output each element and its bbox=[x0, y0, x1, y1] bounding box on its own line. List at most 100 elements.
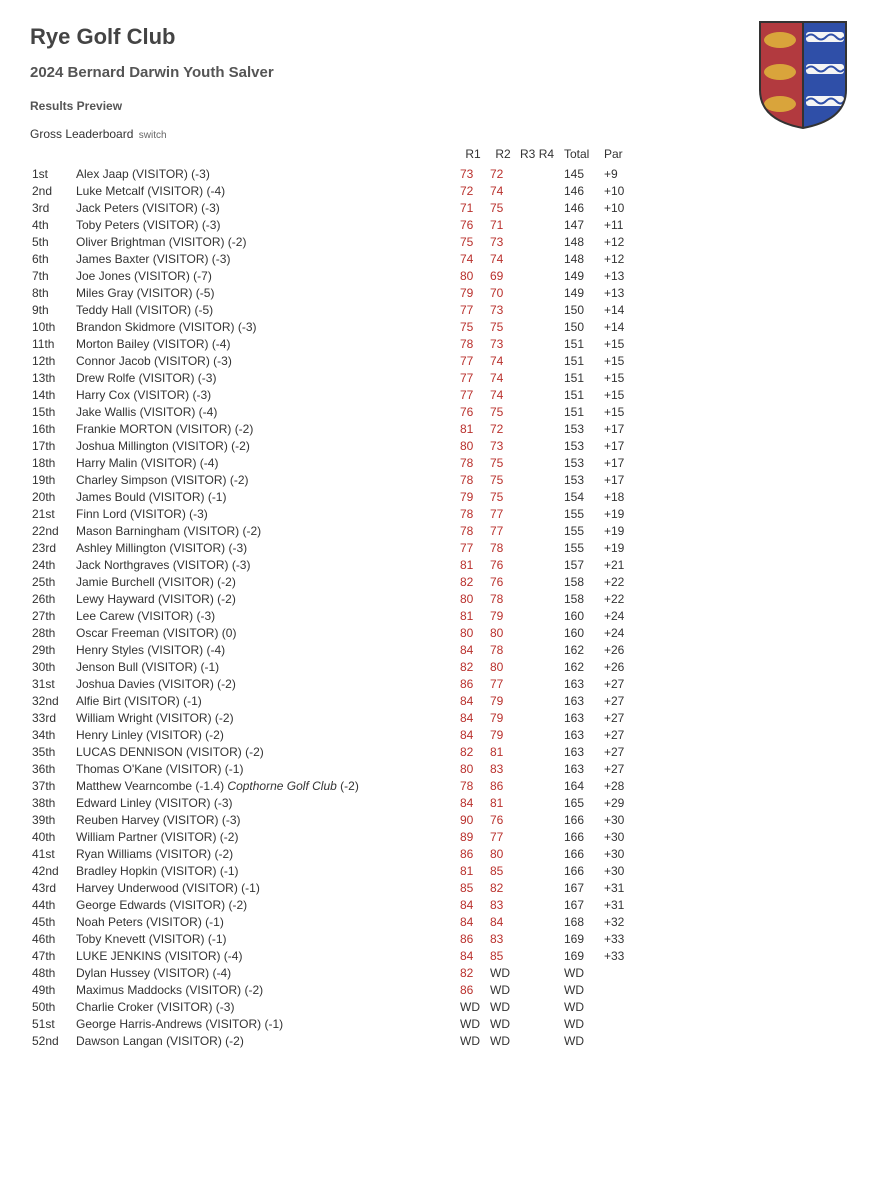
position: 34th bbox=[30, 726, 74, 743]
player-name[interactable]: Lewy Hayward (VISITOR) (-2) bbox=[74, 590, 458, 607]
table-row: 51stGeorge Harris-Andrews (VISITOR) (-1)… bbox=[30, 1015, 642, 1032]
par-score: +26 bbox=[602, 641, 642, 658]
player-name[interactable]: Reuben Harvey (VISITOR) (-3) bbox=[74, 811, 458, 828]
player-name[interactable]: William Wright (VISITOR) (-2) bbox=[74, 709, 458, 726]
player-name[interactable]: Jenson Bull (VISITOR) (-1) bbox=[74, 658, 458, 675]
round-score: 80 bbox=[488, 845, 518, 862]
round-3-4 bbox=[518, 233, 562, 250]
round-score: 76 bbox=[488, 811, 518, 828]
player-name[interactable]: Joshua Millington (VISITOR) (-2) bbox=[74, 437, 458, 454]
player-name[interactable]: Brandon Skidmore (VISITOR) (-3) bbox=[74, 318, 458, 335]
player-name[interactable]: Finn Lord (VISITOR) (-3) bbox=[74, 505, 458, 522]
lion-icon bbox=[764, 32, 796, 112]
player-name[interactable]: Oliver Brightman (VISITOR) (-2) bbox=[74, 233, 458, 250]
player-name[interactable]: Jack Northgraves (VISITOR) (-3) bbox=[74, 556, 458, 573]
total-score: 166 bbox=[562, 811, 602, 828]
round-score: 77 bbox=[458, 301, 488, 318]
player-name[interactable]: Luke Metcalf (VISITOR) (-4) bbox=[74, 182, 458, 199]
player-name[interactable]: Noah Peters (VISITOR) (-1) bbox=[74, 913, 458, 930]
par-score: +9 bbox=[602, 165, 642, 182]
player-name[interactable]: Alfie Birt (VISITOR) (-1) bbox=[74, 692, 458, 709]
round-3-4 bbox=[518, 1015, 562, 1032]
par-score: +28 bbox=[602, 777, 642, 794]
player-name[interactable]: Henry Linley (VISITOR) (-2) bbox=[74, 726, 458, 743]
switch-link[interactable]: switch bbox=[139, 130, 167, 141]
round-3-4 bbox=[518, 658, 562, 675]
total-score: 151 bbox=[562, 335, 602, 352]
player-name[interactable]: Jamie Burchell (VISITOR) (-2) bbox=[74, 573, 458, 590]
player-name[interactable]: James Baxter (VISITOR) (-3) bbox=[74, 250, 458, 267]
total-score: 157 bbox=[562, 556, 602, 573]
round-score: WD bbox=[488, 981, 518, 998]
player-name[interactable]: Harry Cox (VISITOR) (-3) bbox=[74, 386, 458, 403]
player-name[interactable]: LUCAS DENNISON (VISITOR) (-2) bbox=[74, 743, 458, 760]
player-name[interactable]: Drew Rolfe (VISITOR) (-3) bbox=[74, 369, 458, 386]
player-name[interactable]: Oscar Freeman (VISITOR) (0) bbox=[74, 624, 458, 641]
player-name[interactable]: Mason Barningham (VISITOR) (-2) bbox=[74, 522, 458, 539]
par-score: +26 bbox=[602, 658, 642, 675]
player-name[interactable]: Edward Linley (VISITOR) (-3) bbox=[74, 794, 458, 811]
player-name[interactable]: Harry Malin (VISITOR) (-4) bbox=[74, 454, 458, 471]
player-name[interactable]: Frankie MORTON (VISITOR) (-2) bbox=[74, 420, 458, 437]
round-score: 75 bbox=[458, 318, 488, 335]
player-name[interactable]: Joshua Davies (VISITOR) (-2) bbox=[74, 675, 458, 692]
player-name[interactable]: James Bould (VISITOR) (-1) bbox=[74, 488, 458, 505]
round-score: 86 bbox=[458, 930, 488, 947]
player-name[interactable]: Toby Knevett (VISITOR) (-1) bbox=[74, 930, 458, 947]
player-name[interactable]: Matthew Vearncombe (-1.4) Copthorne Golf… bbox=[74, 777, 458, 794]
round-score: 84 bbox=[458, 726, 488, 743]
player-name[interactable]: Dawson Langan (VISITOR) (-2) bbox=[74, 1032, 458, 1049]
par-score: +33 bbox=[602, 947, 642, 964]
total-score: 163 bbox=[562, 743, 602, 760]
round-score: 84 bbox=[458, 947, 488, 964]
player-name[interactable]: Harvey Underwood (VISITOR) (-1) bbox=[74, 879, 458, 896]
player-name[interactable]: George Harris-Andrews (VISITOR) (-1) bbox=[74, 1015, 458, 1032]
player-name[interactable]: Jake Wallis (VISITOR) (-4) bbox=[74, 403, 458, 420]
round-score: 71 bbox=[458, 199, 488, 216]
player-name[interactable]: George Edwards (VISITOR) (-2) bbox=[74, 896, 458, 913]
total-score: 148 bbox=[562, 250, 602, 267]
total-score: 146 bbox=[562, 199, 602, 216]
player-name[interactable]: Ashley Millington (VISITOR) (-3) bbox=[74, 539, 458, 556]
player-name[interactable]: Dylan Hussey (VISITOR) (-4) bbox=[74, 964, 458, 981]
round-score: WD bbox=[488, 998, 518, 1015]
player-name[interactable]: Bradley Hopkin (VISITOR) (-1) bbox=[74, 862, 458, 879]
table-row: 47thLUKE JENKINS (VISITOR) (-4)8485169+3… bbox=[30, 947, 642, 964]
player-name[interactable]: Jack Peters (VISITOR) (-3) bbox=[74, 199, 458, 216]
position: 6th bbox=[30, 250, 74, 267]
section-title: Results Preview bbox=[30, 99, 848, 113]
round-score: 78 bbox=[488, 539, 518, 556]
player-name[interactable]: Toby Peters (VISITOR) (-3) bbox=[74, 216, 458, 233]
player-name[interactable]: William Partner (VISITOR) (-2) bbox=[74, 828, 458, 845]
player-name[interactable]: Thomas O'Kane (VISITOR) (-1) bbox=[74, 760, 458, 777]
table-row: 34thHenry Linley (VISITOR) (-2)8479163+2… bbox=[30, 726, 642, 743]
position: 2nd bbox=[30, 182, 74, 199]
total-score: 168 bbox=[562, 913, 602, 930]
round-score: WD bbox=[458, 1015, 488, 1032]
round-3-4 bbox=[518, 862, 562, 879]
par-score: +17 bbox=[602, 420, 642, 437]
player-name[interactable]: Charlie Croker (VISITOR) (-3) bbox=[74, 998, 458, 1015]
par-score: +27 bbox=[602, 760, 642, 777]
player-name[interactable]: Alex Jaap (VISITOR) (-3) bbox=[74, 165, 458, 182]
position: 33rd bbox=[30, 709, 74, 726]
player-name[interactable]: Connor Jacob (VISITOR) (-3) bbox=[74, 352, 458, 369]
par-score: +13 bbox=[602, 284, 642, 301]
round-score: 75 bbox=[488, 471, 518, 488]
col-r2: R2 bbox=[488, 147, 518, 165]
player-name[interactable]: Ryan Williams (VISITOR) (-2) bbox=[74, 845, 458, 862]
player-name[interactable]: Morton Bailey (VISITOR) (-4) bbox=[74, 335, 458, 352]
player-name[interactable]: LUKE JENKINS (VISITOR) (-4) bbox=[74, 947, 458, 964]
player-name[interactable]: Charley Simpson (VISITOR) (-2) bbox=[74, 471, 458, 488]
position: 8th bbox=[30, 284, 74, 301]
player-name[interactable]: Maximus Maddocks (VISITOR) (-2) bbox=[74, 981, 458, 998]
player-name[interactable]: Joe Jones (VISITOR) (-7) bbox=[74, 267, 458, 284]
par-score: +15 bbox=[602, 352, 642, 369]
player-name[interactable]: Teddy Hall (VISITOR) (-5) bbox=[74, 301, 458, 318]
position: 7th bbox=[30, 267, 74, 284]
player-name[interactable]: Lee Carew (VISITOR) (-3) bbox=[74, 607, 458, 624]
player-name[interactable]: Henry Styles (VISITOR) (-4) bbox=[74, 641, 458, 658]
total-score: 164 bbox=[562, 777, 602, 794]
par-score: +27 bbox=[602, 743, 642, 760]
player-name[interactable]: Miles Gray (VISITOR) (-5) bbox=[74, 284, 458, 301]
